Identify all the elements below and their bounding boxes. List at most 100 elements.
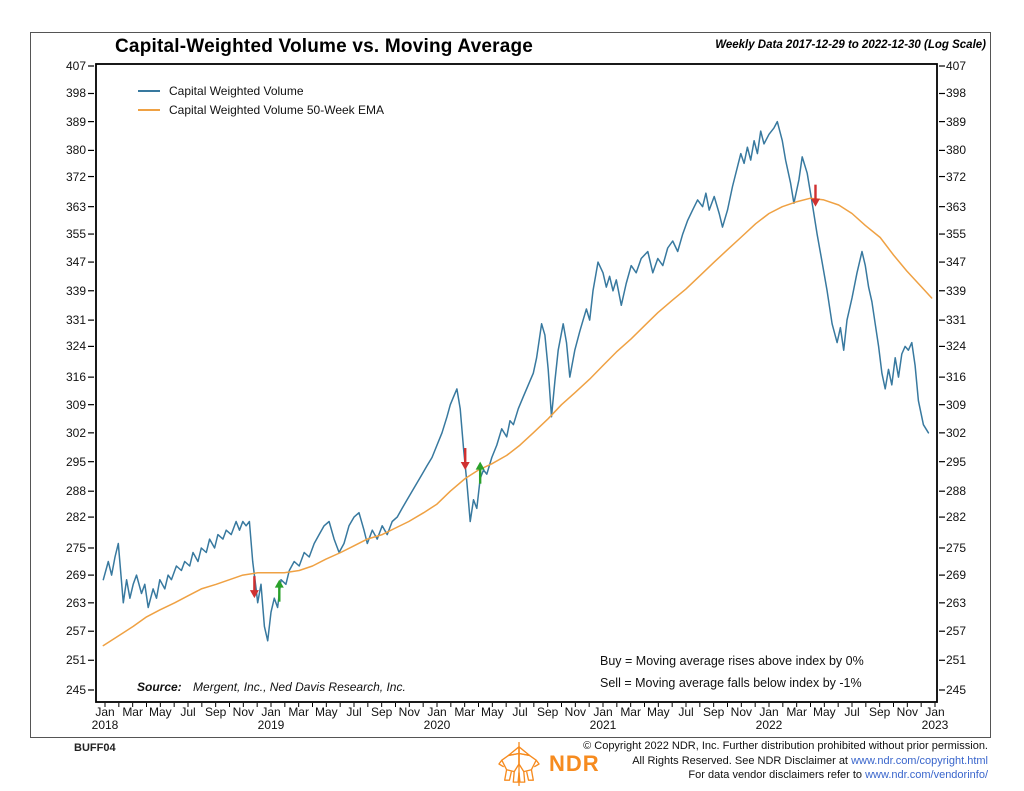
x-tick-label-month: Jan bbox=[95, 705, 115, 719]
x-tick-label-month: Jul bbox=[180, 705, 196, 719]
ema-line-series bbox=[102, 197, 933, 647]
x-tick-label-month: Mar bbox=[288, 705, 309, 719]
sell-arrow-icon bbox=[249, 590, 259, 599]
y-tick-label-left: 288 bbox=[65, 484, 86, 499]
y-tick-label-right: 282 bbox=[946, 510, 967, 525]
source-note: Source: Mergent, Inc., Ned Davis Researc… bbox=[137, 680, 406, 694]
x-tick-label-month: Jan bbox=[261, 705, 281, 719]
y-tick-label-right: 355 bbox=[946, 227, 967, 242]
x-tick-label-month: May bbox=[646, 705, 670, 719]
y-tick-label-right: 302 bbox=[946, 425, 967, 440]
x-tick-label-month: May bbox=[480, 705, 504, 719]
page-title: Capital-Weighted Volume vs. Moving Avera… bbox=[115, 36, 534, 57]
y-tick-label-right: 398 bbox=[946, 86, 967, 101]
y-tick-label-right: 263 bbox=[946, 595, 967, 610]
y-tick-label-left: 380 bbox=[65, 143, 86, 158]
x-tick-label-month: Jan bbox=[925, 705, 945, 719]
ndr-logo-text: NDR bbox=[549, 751, 600, 776]
ema-line-swatch bbox=[138, 108, 160, 111]
y-tick-label-right: 275 bbox=[946, 540, 967, 555]
x-tick-label-month: Sep bbox=[536, 705, 559, 719]
x-tick-label-month: Jan bbox=[427, 705, 447, 719]
sell-arrow-icon bbox=[810, 198, 820, 207]
legend-label: Capital Weighted Volume 50-Week EMA bbox=[169, 102, 384, 117]
sell-rule-text: Sell = Moving average falls below index … bbox=[600, 676, 862, 690]
x-tick-label-year: 2023 bbox=[921, 718, 949, 732]
source-label: Source: bbox=[137, 680, 182, 694]
y-tick-label-right: 309 bbox=[946, 397, 967, 412]
legend-item-ema: Capital Weighted Volume 50-Week EMA bbox=[138, 100, 384, 119]
x-tick-label-month: Nov bbox=[730, 705, 752, 719]
x-tick-label-year: 2022 bbox=[755, 718, 783, 732]
x-tick-label-month: Sep bbox=[702, 705, 725, 719]
ndr-logo-icon bbox=[498, 742, 540, 786]
chart-code: BUFF04 bbox=[74, 742, 116, 754]
x-tick-label-month: Sep bbox=[370, 705, 393, 719]
x-tick-label-month: Jan bbox=[593, 705, 613, 719]
y-tick-label-right: 380 bbox=[946, 143, 967, 158]
copyright-block: © Copyright 2022 NDR, Inc. Further distr… bbox=[583, 739, 988, 783]
y-tick-label-right: 407 bbox=[946, 59, 967, 73]
ndr-logo: NDR bbox=[498, 740, 600, 788]
x-tick-label-month: Nov bbox=[896, 705, 918, 719]
x-tick-label-month: Mar bbox=[454, 705, 475, 719]
y-tick-label-right: 245 bbox=[946, 683, 967, 697]
copyright-line-2-text: All Rights Reserved. See NDR Disclaimer … bbox=[632, 754, 852, 767]
x-tick-label-month: Jul bbox=[844, 705, 860, 719]
y-tick-label-right: 324 bbox=[946, 339, 967, 354]
y-tick-label-right: 257 bbox=[946, 624, 967, 639]
y-tick-label-right: 331 bbox=[946, 313, 967, 328]
x-tick-label-year: 2019 bbox=[257, 718, 285, 732]
x-tick-label-month: Sep bbox=[204, 705, 227, 719]
x-tick-label-month: Mar bbox=[122, 705, 143, 719]
y-tick-label-left: 257 bbox=[65, 624, 86, 639]
x-tick-label-month: Jul bbox=[512, 705, 528, 719]
x-tick-label-year: 2020 bbox=[423, 718, 451, 732]
copyright-line-2: All Rights Reserved. See NDR Disclaimer … bbox=[583, 754, 988, 769]
y-tick-label-left: 355 bbox=[65, 227, 86, 242]
y-tick-label-left: 245 bbox=[65, 683, 86, 697]
y-tick-label-left: 251 bbox=[65, 653, 86, 668]
x-tick-label-month: Jul bbox=[678, 705, 694, 719]
chart-canvas bbox=[88, 63, 945, 707]
legend: Capital Weighted Volume Capital Weighted… bbox=[138, 81, 384, 119]
signal-rules-note: Buy = Moving average rises above index b… bbox=[600, 650, 864, 694]
x-tick-label-month: Jan bbox=[759, 705, 779, 719]
y-tick-label-right: 363 bbox=[946, 199, 967, 214]
copyright-line-3-text: For data vendor disclaimers refer to bbox=[688, 769, 866, 781]
y-tick-label-left: 316 bbox=[65, 370, 86, 385]
source-text: Mergent, Inc., Ned Davis Research, Inc. bbox=[193, 680, 406, 694]
y-tick-label-left: 389 bbox=[65, 114, 86, 129]
volume-line-swatch bbox=[138, 89, 160, 92]
copyright-link[interactable]: www.ndr.com/copyright.html bbox=[851, 754, 988, 767]
x-tick-label-month: Mar bbox=[620, 705, 641, 719]
vendorinfo-link[interactable]: www.ndr.com/vendorinfo/ bbox=[865, 769, 988, 781]
x-tick-label-month: Nov bbox=[564, 705, 586, 719]
y-tick-label-left: 407 bbox=[65, 59, 86, 73]
y-tick-label-right: 347 bbox=[946, 255, 967, 270]
x-tick-label-month: May bbox=[812, 705, 836, 719]
buy-arrow-icon bbox=[475, 461, 485, 470]
y-tick-label-right: 372 bbox=[946, 169, 967, 184]
y-tick-label-left: 372 bbox=[65, 169, 86, 184]
legend-label: Capital Weighted Volume bbox=[169, 83, 304, 98]
buy-arrow-icon bbox=[274, 579, 284, 588]
y-tick-label-left: 269 bbox=[65, 568, 86, 583]
y-tick-label-left: 309 bbox=[65, 397, 86, 412]
x-tick-label-month: May bbox=[148, 705, 172, 719]
y-tick-label-right: 295 bbox=[946, 454, 967, 469]
sell-arrow-icon bbox=[460, 462, 470, 471]
x-tick-label-month: Jul bbox=[346, 705, 362, 719]
period-note: Weekly Data 2017-12-29 to 2022-12-30 (Lo… bbox=[715, 39, 986, 51]
y-tick-label-left: 263 bbox=[65, 595, 86, 610]
x-tick-label-month: Nov bbox=[232, 705, 254, 719]
y-tick-label-left: 398 bbox=[65, 86, 86, 101]
x-tick-label-year: 2021 bbox=[589, 718, 617, 732]
x-tick-label-month: May bbox=[314, 705, 338, 719]
y-tick-label-left: 324 bbox=[65, 339, 86, 354]
volume-line-series bbox=[102, 120, 930, 642]
y-tick-label-right: 251 bbox=[946, 653, 967, 668]
y-tick-label-left: 275 bbox=[65, 540, 86, 555]
y-tick-label-left: 363 bbox=[65, 199, 86, 214]
